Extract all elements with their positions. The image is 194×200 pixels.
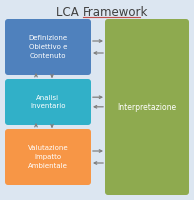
Text: Framework: Framework bbox=[83, 6, 148, 20]
FancyBboxPatch shape bbox=[5, 79, 91, 125]
Text: Definizione
Obiettivo e
Contenuto: Definizione Obiettivo e Contenuto bbox=[29, 36, 68, 58]
FancyBboxPatch shape bbox=[5, 19, 91, 75]
Text: Valutazione
Impatto
Ambientale: Valutazione Impatto Ambientale bbox=[28, 146, 68, 168]
Text: Analisi
Inventario: Analisi Inventario bbox=[30, 95, 66, 109]
Text: Interpretazione: Interpretazione bbox=[117, 102, 177, 112]
FancyBboxPatch shape bbox=[105, 19, 189, 195]
Text: LCA: LCA bbox=[55, 6, 82, 20]
FancyBboxPatch shape bbox=[5, 129, 91, 185]
